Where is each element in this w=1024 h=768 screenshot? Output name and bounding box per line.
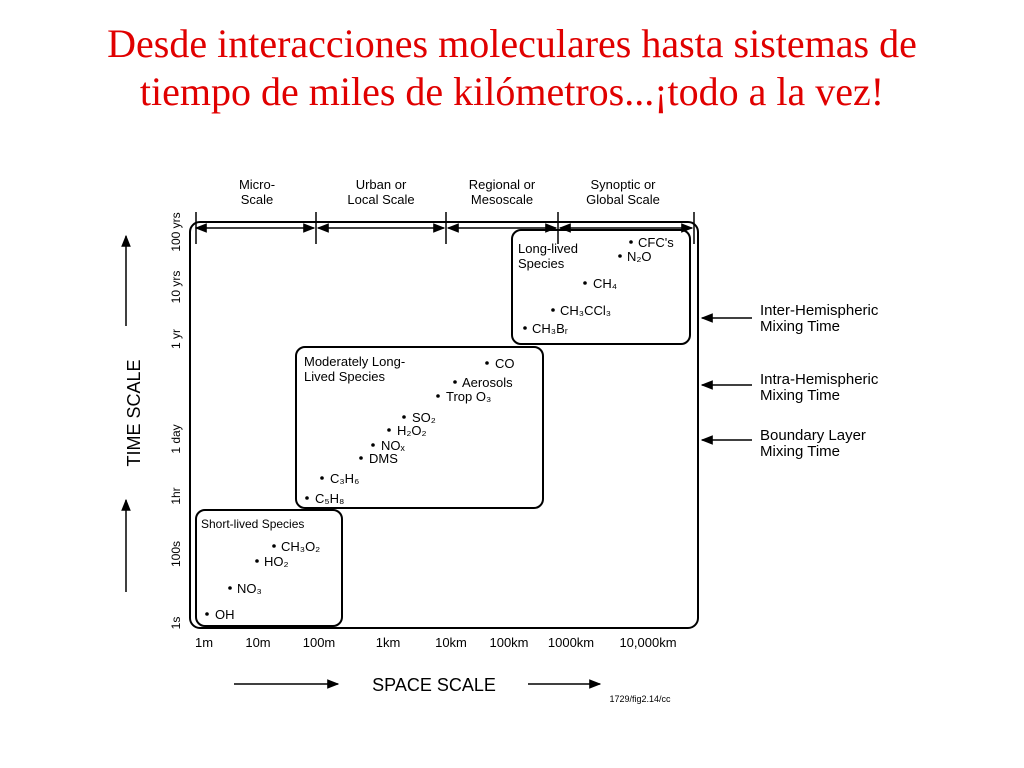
inter-hemispheric-label-1: Inter-Hemispheric: [760, 302, 879, 319]
long-lived-title-2: Species: [518, 256, 565, 271]
inter-hemispheric-label-2: Mixing Time: [760, 318, 840, 335]
species-dot-co: [485, 361, 489, 365]
scale-range-arrows: [194, 212, 695, 244]
species-dot-aerosols: [453, 380, 457, 384]
space-tick-100km: 100km: [489, 635, 528, 650]
scale-label-synoptic-1: Synoptic or: [590, 177, 656, 192]
space-tick-10000km: 10,000km: [619, 635, 676, 650]
species-dot-ch3br: [523, 326, 527, 330]
species-nox: NOₓ: [381, 438, 406, 453]
time-tick-1hr: 1hr: [169, 487, 183, 504]
slide-title-line-2: tiempo de miles de kilómetros...¡todo a …: [139, 69, 885, 114]
species-dms: DMS: [369, 451, 398, 466]
species-cfcs: CFC's: [638, 235, 674, 250]
species-c5h8: C₅H₈: [315, 491, 344, 506]
short-lived-box: [195, 509, 343, 627]
species-dot-no3: [228, 586, 232, 590]
space-tick-1km: 1km: [376, 635, 401, 650]
space-tick-10km: 10km: [435, 635, 467, 650]
short-lived-title: Short-lived Species: [201, 517, 304, 531]
scale-label-synoptic-2: Global Scale: [586, 192, 660, 207]
time-tick-100yrs: 100 yrs: [169, 212, 183, 251]
scale-label-urban-1: Urban or: [356, 177, 407, 192]
moderately-lived-title-2: Lived Species: [304, 369, 385, 384]
species-ch4: CH₄: [593, 276, 617, 291]
moderately-lived-title-1: Moderately Long-: [304, 354, 405, 369]
scale-label-urban-2: Local Scale: [347, 192, 414, 207]
species-ch3ccl3: CH₃CCl₃: [560, 303, 611, 318]
species-n2o: N₂O: [627, 249, 652, 264]
time-tick-1s: 1s: [169, 617, 183, 630]
figure-reference: 1729/fig2.14/cc: [609, 694, 671, 704]
species-c3h6: C₃H₆: [330, 471, 359, 486]
intra-hemispheric-label-2: Mixing Time: [760, 387, 840, 404]
space-tick-100m: 100m: [303, 635, 336, 650]
species-dot-h2o2: [387, 428, 391, 432]
space-tick-1000km: 1000km: [548, 635, 594, 650]
species-dot-oh: [205, 612, 209, 616]
species-dot-trop-o3: [436, 394, 440, 398]
species-oh: OH: [215, 607, 235, 622]
time-tick-1day: 1 day: [169, 424, 183, 453]
species-trop-o3: Trop O₃: [446, 389, 491, 404]
long-lived-box: [511, 229, 691, 345]
time-scale-label: TIME SCALE: [124, 359, 144, 466]
species-dot-c5h8: [305, 496, 309, 500]
species-dot-nox: [371, 443, 375, 447]
boundary-layer-label-2: Mixing Time: [760, 443, 840, 460]
scale-label-micro-1: Micro-: [239, 177, 275, 192]
species-dot-c3h6: [320, 476, 324, 480]
diagram-frame: [189, 221, 699, 629]
time-tick-1yr: 1 yr: [169, 329, 183, 349]
species-ho2: HO₂: [264, 554, 289, 569]
species-dot-so2: [402, 415, 406, 419]
intra-hemispheric-label-1: Intra-Hemispheric: [760, 371, 879, 388]
species-ch3br: CH₃Bᵣ: [532, 321, 568, 336]
boundary-layer-label-1: Boundary Layer: [760, 427, 866, 444]
moderately-lived-box: [295, 346, 544, 509]
long-lived-title-1: Long-lived: [518, 241, 578, 256]
scale-label-micro-2: Scale: [241, 192, 274, 207]
slide-title-line-1: Desde interacciones moleculares hasta si…: [107, 21, 917, 66]
species-dot-cfcs: [629, 240, 633, 244]
space-tick-10m: 10m: [245, 635, 270, 650]
species-aerosols: Aerosols: [462, 375, 513, 390]
species-dot-dms: [359, 456, 363, 460]
species-co: CO: [495, 356, 515, 371]
species-ch3o2: CH₃O₂: [281, 539, 320, 554]
space-scale-label: SPACE SCALE: [372, 675, 496, 695]
species-so2: SO₂: [412, 410, 436, 425]
species-no3: NO₃: [237, 581, 262, 596]
space-tick-1m: 1m: [195, 635, 213, 650]
species-dot-ch3ccl3: [551, 308, 555, 312]
time-tick-10yrs: 10 yrs: [169, 271, 183, 304]
species-dot-ch3o2: [272, 544, 276, 548]
slide-title: Desde interacciones moleculares hasta si…: [0, 20, 1024, 116]
time-tick-100s: 100s: [169, 541, 183, 567]
species-dot-ho2: [255, 559, 259, 563]
species-dot-ch4: [583, 281, 587, 285]
scale-label-regional-1: Regional or: [469, 177, 536, 192]
species-h2o2: H₂O₂: [397, 423, 427, 438]
species-dot-n2o: [618, 254, 622, 258]
scale-label-regional-2: Mesoscale: [471, 192, 533, 207]
